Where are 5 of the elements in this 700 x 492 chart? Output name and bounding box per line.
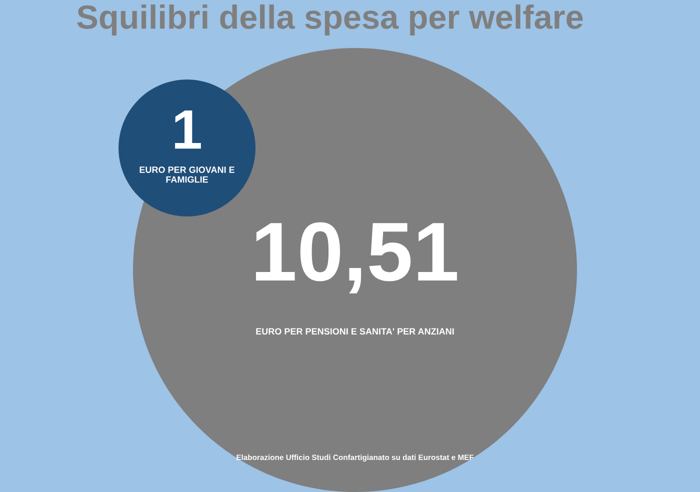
data-label: 10,51 <box>256 222 457 294</box>
category-label: EURO PER GIOVANI E FAMIGLIE <box>140 166 234 183</box>
data-label: 1 <box>175 110 201 149</box>
text: Squilibri della spesa per welfare <box>77 4 583 36</box>
category-label: EURO PER PENSIONI E SANITA' PER ANZIANI <box>256 328 454 335</box>
